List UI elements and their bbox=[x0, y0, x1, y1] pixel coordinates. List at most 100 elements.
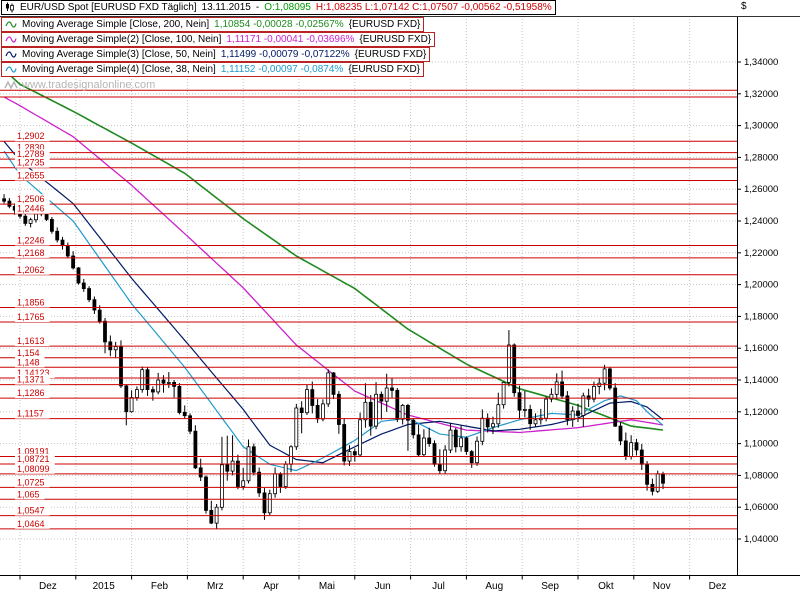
candle[interactable] bbox=[613, 383, 618, 427]
candle[interactable] bbox=[549, 388, 554, 403]
candle[interactable] bbox=[501, 381, 506, 409]
candle[interactable] bbox=[182, 405, 187, 419]
candle[interactable] bbox=[528, 404, 533, 430]
candle[interactable] bbox=[92, 296, 97, 315]
candle[interactable] bbox=[448, 422, 453, 454]
instrument-legend[interactable]: EUR/USD Spot [EURUSD FXD Täglich] 13.11.… bbox=[1, 0, 556, 15]
indicator-legend-sma-38[interactable]: Moving Average Simple(4) [Close, 38, Nei… bbox=[1, 62, 425, 77]
candle[interactable] bbox=[443, 445, 448, 474]
candle[interactable] bbox=[315, 399, 320, 423]
candle[interactable] bbox=[87, 286, 91, 303]
candle[interactable] bbox=[156, 372, 161, 395]
candle[interactable] bbox=[565, 391, 570, 426]
candle[interactable] bbox=[432, 440, 437, 467]
candle[interactable] bbox=[140, 366, 145, 393]
candle[interactable] bbox=[491, 416, 495, 435]
candle[interactable] bbox=[480, 409, 485, 446]
candle[interactable] bbox=[251, 443, 256, 476]
candle[interactable] bbox=[97, 305, 102, 324]
candle[interactable] bbox=[124, 384, 129, 426]
candle[interactable] bbox=[257, 467, 262, 497]
candle[interactable] bbox=[166, 372, 171, 388]
candle[interactable] bbox=[278, 472, 283, 493]
candle[interactable] bbox=[129, 390, 134, 413]
candle[interactable] bbox=[368, 395, 373, 436]
candle[interactable] bbox=[209, 500, 214, 525]
candle[interactable] bbox=[273, 467, 278, 498]
candle[interactable] bbox=[437, 449, 442, 475]
candle[interactable] bbox=[294, 403, 299, 450]
candle[interactable] bbox=[384, 373, 389, 412]
candle[interactable] bbox=[538, 408, 543, 425]
candle[interactable] bbox=[645, 461, 649, 491]
candle[interactable] bbox=[570, 406, 575, 427]
candle[interactable] bbox=[283, 461, 288, 489]
candle[interactable] bbox=[597, 378, 602, 395]
candle[interactable] bbox=[50, 217, 54, 234]
candle[interactable] bbox=[310, 381, 315, 414]
candle[interactable] bbox=[608, 367, 612, 391]
candle[interactable] bbox=[81, 279, 86, 292]
candle[interactable] bbox=[305, 384, 309, 415]
candle[interactable] bbox=[214, 504, 219, 529]
candle[interactable] bbox=[469, 450, 474, 468]
candle[interactable] bbox=[629, 435, 633, 460]
candle[interactable] bbox=[235, 454, 240, 490]
candle[interactable] bbox=[119, 340, 123, 388]
candle[interactable] bbox=[289, 445, 293, 473]
candle[interactable] bbox=[618, 422, 623, 446]
candle[interactable] bbox=[554, 373, 559, 400]
candle[interactable] bbox=[60, 236, 65, 250]
candle[interactable] bbox=[246, 439, 251, 484]
candle[interactable] bbox=[204, 475, 208, 514]
candle[interactable] bbox=[28, 217, 33, 228]
candle[interactable] bbox=[544, 396, 548, 422]
candle[interactable] bbox=[320, 399, 325, 422]
candle[interactable] bbox=[241, 467, 246, 490]
candle[interactable] bbox=[405, 403, 410, 451]
candle[interactable] bbox=[331, 372, 336, 400]
candle[interactable] bbox=[336, 391, 341, 434]
candle[interactable] bbox=[71, 251, 75, 270]
candle[interactable] bbox=[23, 213, 28, 226]
candle[interactable] bbox=[113, 341, 118, 358]
candle[interactable] bbox=[427, 427, 432, 447]
candle[interactable] bbox=[379, 391, 384, 420]
candle[interactable] bbox=[453, 427, 458, 453]
candle[interactable] bbox=[400, 403, 405, 425]
candle[interactable] bbox=[421, 429, 426, 457]
candle[interactable] bbox=[193, 425, 198, 469]
ma-line-38[interactable] bbox=[3, 150, 664, 472]
candle[interactable] bbox=[416, 424, 421, 458]
y-axis-area[interactable] bbox=[738, 0, 800, 600]
candle[interactable] bbox=[623, 432, 628, 461]
candle[interactable] bbox=[459, 425, 464, 452]
candle[interactable] bbox=[225, 435, 230, 481]
indicator-legend-sma-200[interactable]: Moving Average Simple [Close, 200, Nein]… bbox=[1, 17, 425, 32]
ma-line-50[interactable] bbox=[3, 141, 664, 464]
candle[interactable] bbox=[475, 436, 479, 466]
candle[interactable] bbox=[188, 413, 193, 435]
candle[interactable] bbox=[352, 448, 357, 462]
candle[interactable] bbox=[395, 388, 400, 423]
candle[interactable] bbox=[172, 380, 177, 398]
candle[interactable] bbox=[76, 267, 81, 285]
candle[interactable] bbox=[262, 488, 267, 520]
indicator-legend-sma-100[interactable]: Moving Average Simple(2) [Close, 100, Ne… bbox=[1, 32, 436, 47]
candle[interactable] bbox=[363, 383, 368, 428]
candle[interactable] bbox=[177, 383, 182, 415]
candle[interactable] bbox=[198, 458, 203, 481]
candle[interactable] bbox=[533, 413, 538, 427]
indicator-legend-sma-50[interactable]: Moving Average Simple(3) [Close, 50, Nei… bbox=[1, 47, 431, 62]
candle[interactable] bbox=[299, 401, 304, 434]
candle[interactable] bbox=[358, 412, 363, 458]
candle[interactable] bbox=[7, 198, 12, 209]
candle[interactable] bbox=[326, 369, 331, 407]
candle[interactable] bbox=[65, 242, 70, 259]
candle[interactable] bbox=[464, 436, 469, 455]
candle[interactable] bbox=[267, 489, 272, 516]
candle[interactable] bbox=[411, 418, 416, 439]
candle[interactable] bbox=[523, 390, 527, 418]
candle[interactable] bbox=[634, 438, 639, 456]
